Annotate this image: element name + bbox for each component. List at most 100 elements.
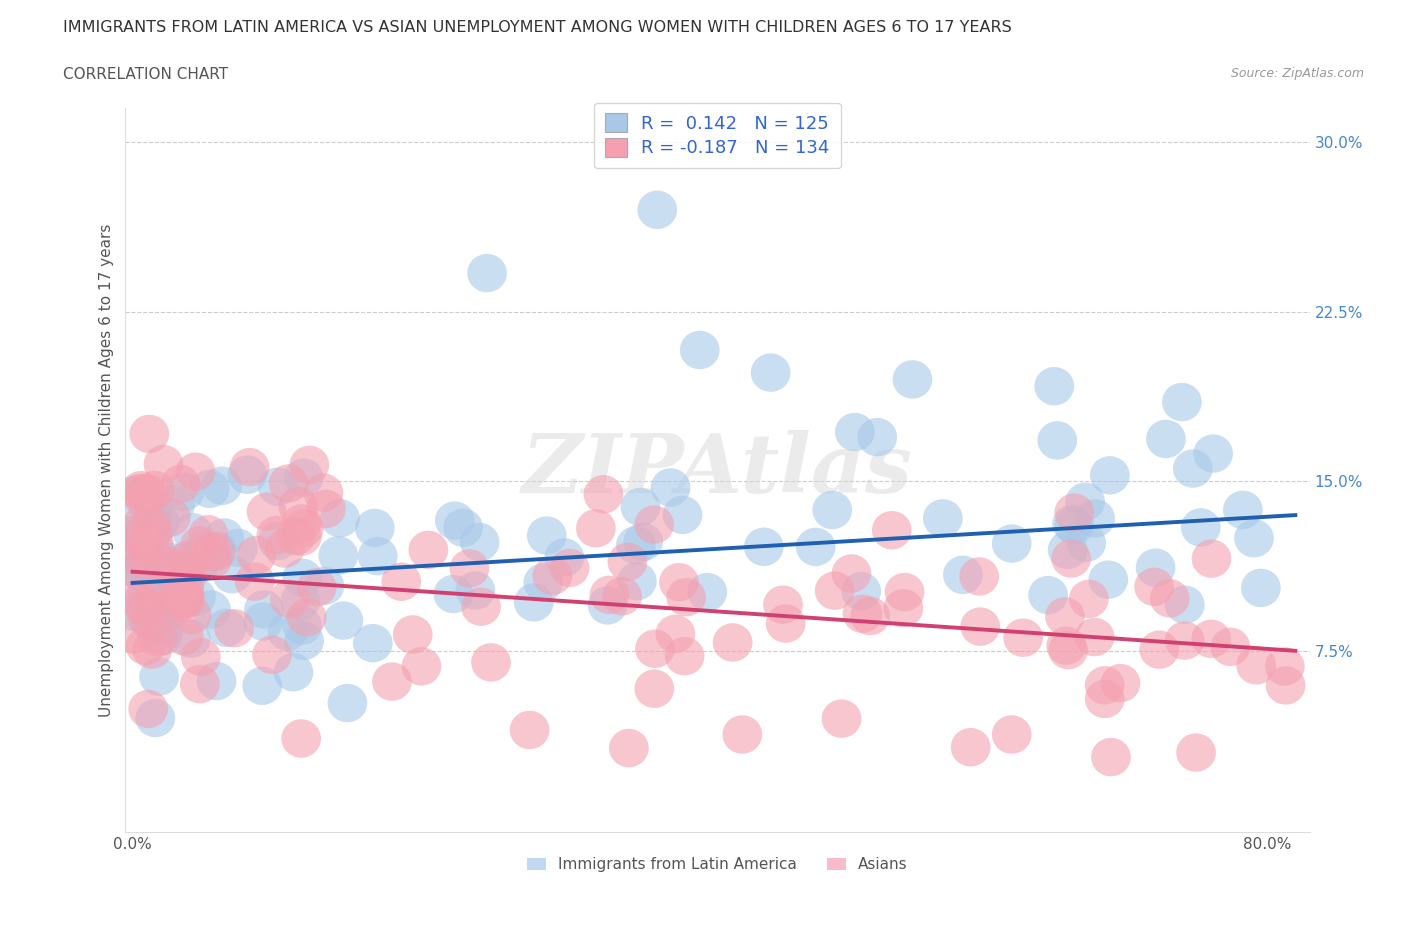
Ellipse shape — [893, 360, 932, 399]
Ellipse shape — [1052, 505, 1092, 543]
Ellipse shape — [588, 586, 627, 625]
Ellipse shape — [1166, 586, 1205, 624]
Ellipse shape — [207, 608, 246, 647]
Ellipse shape — [121, 471, 160, 510]
Ellipse shape — [634, 505, 673, 544]
Ellipse shape — [191, 533, 231, 571]
Ellipse shape — [304, 473, 343, 512]
Ellipse shape — [688, 573, 727, 611]
Ellipse shape — [576, 509, 616, 548]
Ellipse shape — [1146, 419, 1185, 458]
Ellipse shape — [132, 536, 172, 575]
Ellipse shape — [1177, 734, 1216, 772]
Ellipse shape — [305, 566, 344, 605]
Ellipse shape — [257, 522, 298, 560]
Ellipse shape — [1028, 576, 1069, 615]
Ellipse shape — [1066, 483, 1105, 521]
Ellipse shape — [121, 545, 160, 583]
Ellipse shape — [851, 597, 890, 635]
Ellipse shape — [252, 635, 292, 674]
Ellipse shape — [1136, 549, 1175, 587]
Ellipse shape — [138, 575, 177, 613]
Ellipse shape — [723, 715, 762, 753]
Ellipse shape — [165, 472, 204, 511]
Ellipse shape — [139, 566, 179, 604]
Ellipse shape — [125, 627, 166, 665]
Ellipse shape — [636, 630, 675, 668]
Ellipse shape — [146, 594, 187, 632]
Ellipse shape — [713, 623, 752, 661]
Ellipse shape — [165, 580, 205, 618]
Ellipse shape — [128, 690, 169, 728]
Ellipse shape — [166, 551, 205, 590]
Ellipse shape — [1265, 647, 1305, 685]
Ellipse shape — [381, 563, 422, 601]
Ellipse shape — [1046, 627, 1085, 665]
Ellipse shape — [1265, 666, 1306, 705]
Ellipse shape — [242, 667, 283, 705]
Ellipse shape — [354, 509, 395, 547]
Ellipse shape — [243, 603, 283, 641]
Ellipse shape — [841, 572, 882, 610]
Ellipse shape — [1052, 539, 1091, 578]
Ellipse shape — [134, 558, 173, 596]
Ellipse shape — [659, 563, 699, 602]
Ellipse shape — [815, 571, 855, 610]
Ellipse shape — [134, 489, 173, 527]
Ellipse shape — [1054, 493, 1094, 532]
Ellipse shape — [959, 557, 1000, 595]
Ellipse shape — [124, 504, 163, 542]
Ellipse shape — [125, 590, 165, 628]
Ellipse shape — [323, 602, 363, 640]
Ellipse shape — [115, 475, 155, 514]
Ellipse shape — [1164, 621, 1205, 659]
Ellipse shape — [1074, 618, 1115, 657]
Ellipse shape — [181, 638, 221, 676]
Ellipse shape — [550, 549, 589, 587]
Ellipse shape — [433, 575, 474, 613]
Ellipse shape — [127, 572, 167, 610]
Ellipse shape — [172, 619, 211, 658]
Ellipse shape — [287, 598, 326, 636]
Ellipse shape — [165, 618, 204, 656]
Ellipse shape — [129, 415, 169, 453]
Ellipse shape — [114, 523, 155, 561]
Ellipse shape — [160, 583, 200, 621]
Ellipse shape — [1161, 383, 1202, 421]
Ellipse shape — [1135, 567, 1174, 606]
Ellipse shape — [125, 536, 166, 574]
Ellipse shape — [813, 491, 852, 529]
Ellipse shape — [132, 631, 172, 669]
Ellipse shape — [510, 711, 550, 750]
Ellipse shape — [922, 499, 963, 538]
Ellipse shape — [125, 525, 165, 564]
Ellipse shape — [197, 532, 236, 570]
Ellipse shape — [796, 527, 835, 566]
Ellipse shape — [515, 583, 554, 621]
Ellipse shape — [467, 254, 508, 292]
Ellipse shape — [1038, 421, 1077, 459]
Ellipse shape — [188, 515, 228, 553]
Ellipse shape — [1035, 367, 1074, 405]
Ellipse shape — [117, 510, 156, 549]
Ellipse shape — [190, 470, 229, 508]
Ellipse shape — [1150, 579, 1189, 618]
Ellipse shape — [165, 567, 204, 605]
Ellipse shape — [392, 616, 433, 654]
Ellipse shape — [114, 515, 153, 553]
Ellipse shape — [276, 517, 315, 555]
Ellipse shape — [461, 588, 501, 626]
Ellipse shape — [143, 607, 184, 646]
Ellipse shape — [165, 573, 204, 611]
Ellipse shape — [617, 562, 657, 601]
Ellipse shape — [269, 464, 308, 503]
Ellipse shape — [267, 613, 308, 651]
Ellipse shape — [651, 468, 690, 507]
Ellipse shape — [842, 594, 883, 633]
Ellipse shape — [872, 511, 911, 550]
Ellipse shape — [246, 493, 287, 531]
Ellipse shape — [943, 555, 983, 594]
Ellipse shape — [150, 543, 190, 581]
Ellipse shape — [359, 537, 398, 576]
Ellipse shape — [527, 516, 567, 555]
